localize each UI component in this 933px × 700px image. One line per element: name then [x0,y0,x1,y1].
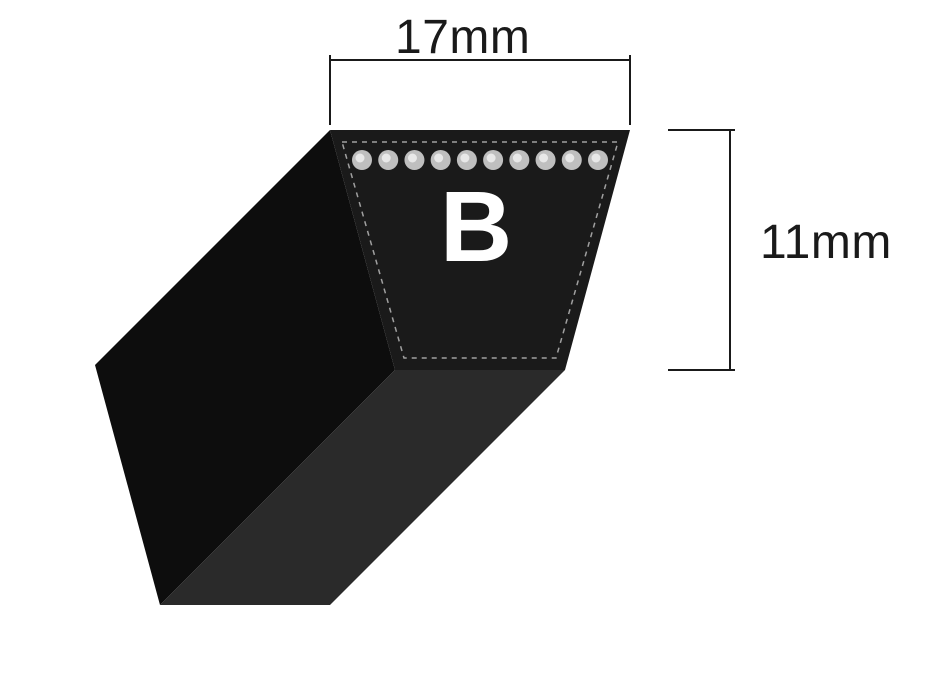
cord-highlight [487,154,496,163]
height-label: 11mm [760,215,892,270]
width-label: 17mm [395,10,530,65]
width-dimension [330,55,630,125]
cord-highlight [539,154,548,163]
cord-highlight [460,154,469,163]
cord-highlight [408,154,417,163]
cord-highlight [382,154,391,163]
cord-highlight [434,154,443,163]
cord-highlight [592,154,601,163]
belt-diagram [0,0,933,700]
cord-highlight [513,154,522,163]
cord-highlight [565,154,574,163]
height-dimension [668,130,735,370]
center-letter: B [440,170,513,285]
cord-highlight [356,154,365,163]
